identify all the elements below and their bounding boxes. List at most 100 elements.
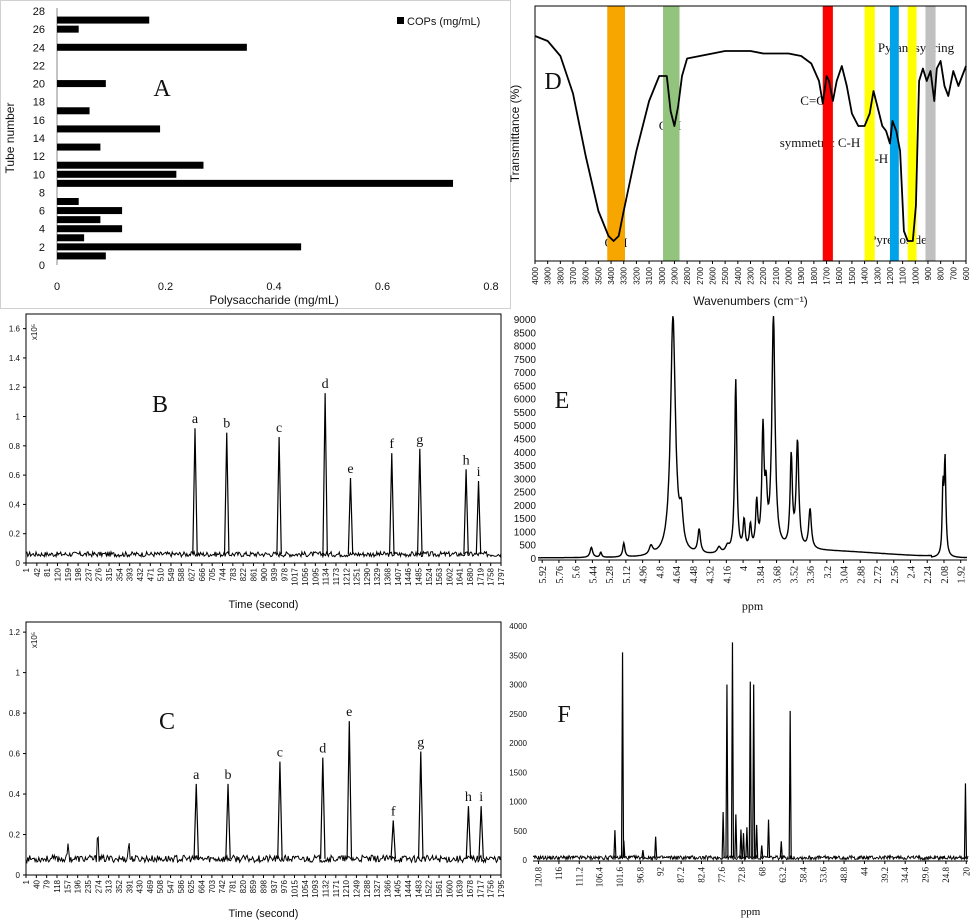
panel-b-peak xyxy=(276,437,282,555)
panel-b-x-tick: 1524 xyxy=(425,567,434,585)
panel-c-x-tick: 1093 xyxy=(311,879,320,897)
panel-b-peak-label: h xyxy=(463,453,470,468)
panel-f-peak xyxy=(613,830,617,858)
panel-d-band xyxy=(663,6,680,261)
panel-c-x-tick: 508 xyxy=(156,879,165,893)
panel-d-x-tick: 2800 xyxy=(683,266,692,284)
panel-d-band xyxy=(889,6,899,261)
panel-e-y-tick: 4500 xyxy=(514,435,537,446)
panel-c-x-tick: 1132 xyxy=(321,879,330,897)
panel-f-peak xyxy=(752,684,756,858)
panel-b-peak xyxy=(417,448,423,555)
panel-c-peak xyxy=(465,806,472,859)
panel-f-x-tick: 44 xyxy=(859,867,869,877)
panel-c-x-tick: 1561 xyxy=(435,879,444,897)
panel-c-x-tick: 196 xyxy=(74,879,83,893)
panel-d-x-tick: 1800 xyxy=(810,266,819,284)
panel-f-x-tick: 87.2 xyxy=(676,867,686,883)
panel-a-bar xyxy=(57,143,101,151)
panel-b-y-tick: 1.2 xyxy=(9,383,21,392)
panel-f-x-tick: 82.4 xyxy=(696,867,706,883)
panel-a-y-tick: 14 xyxy=(33,133,45,145)
panel-c-peak-label: h xyxy=(465,790,472,805)
panel-c-x-tick: 118 xyxy=(53,879,62,892)
panel-c-frame xyxy=(25,621,502,876)
panel-e-y-tick: 6500 xyxy=(514,381,537,392)
panel-f-peak xyxy=(622,840,626,858)
panel-b-frame xyxy=(25,313,502,564)
panel-c-x-tick: 1756 xyxy=(487,879,496,897)
panel-a-x-tick: 0.6 xyxy=(375,281,390,293)
panel-c-x-tick: 820 xyxy=(239,879,248,893)
panel-c-peak xyxy=(320,757,326,859)
panel-b-peak-label: c xyxy=(276,421,282,436)
panel-c-peak-label: e xyxy=(346,705,352,720)
panel-b-x-tick: 432 xyxy=(136,567,145,581)
panel-f-x-title: ppm xyxy=(741,906,761,918)
panel-b-x-tick: 237 xyxy=(84,567,93,581)
panel-e-y-tick: 3000 xyxy=(514,474,537,485)
panel-e-x-tick: 3.04 xyxy=(840,566,851,584)
panel-c-trace xyxy=(25,835,502,865)
panel-c-peak xyxy=(417,751,424,859)
panel-c-x-tick: 1795 xyxy=(497,879,506,897)
panel-b-x-tick: 705 xyxy=(208,567,217,581)
panel-e-y-tick: 1500 xyxy=(514,514,537,525)
panel-b-x-tick: 1407 xyxy=(394,567,403,585)
panel-c-peak-label: b xyxy=(225,768,232,783)
panel-f-x-tick: 20 xyxy=(961,867,971,877)
panel-c-x-tick: 898 xyxy=(260,879,269,893)
panel-c-x-tick: 1 xyxy=(22,879,31,884)
panel-b-peak xyxy=(223,432,230,555)
panel-c-y-tick: 0.2 xyxy=(9,831,21,840)
panel-c-peak xyxy=(277,761,283,859)
panel-e-x-tick: 5.44 xyxy=(588,566,599,584)
panel-b-x-tick: 315 xyxy=(105,567,114,581)
panel-f-peak xyxy=(755,824,759,858)
panel-e-x-tick: 4.8 xyxy=(655,566,666,579)
panel-e-spectrum xyxy=(538,315,968,559)
panel-e-x-tick: 5.28 xyxy=(605,566,616,584)
panel-b-peak-label: f xyxy=(389,437,394,452)
panel-b-x-tick: 549 xyxy=(167,567,176,581)
panel-f-y-tick: 3000 xyxy=(509,681,527,690)
panel-c-peak-label: c xyxy=(277,746,283,761)
panel-f-y-tick: 3500 xyxy=(509,651,527,660)
panel-d-x-tick: 3000 xyxy=(658,266,667,284)
panel-a-bar xyxy=(57,243,302,251)
panel-f-x-tick: 48.8 xyxy=(839,867,849,883)
panel-f-peak xyxy=(620,652,625,858)
panel-e-x-tick: 4.64 xyxy=(672,566,683,584)
panel-b-label: B xyxy=(152,392,168,418)
panel-b-peak-label: i xyxy=(477,465,481,480)
panel-c-peak xyxy=(478,806,484,859)
panel-b-x-tick: 1290 xyxy=(363,567,372,585)
panel-e-y-tick: 500 xyxy=(519,541,536,552)
panel-f-y-tick: 0 xyxy=(523,856,528,865)
panel-b-x-tick: 1095 xyxy=(311,567,320,585)
panel-f-x-tick: 29.6 xyxy=(921,867,931,883)
panel-c-y-tick: 0.6 xyxy=(9,750,21,759)
panel-a-y-tick: 16 xyxy=(33,115,45,127)
panel-c-x-tick: 703 xyxy=(208,879,217,893)
panel-e-label: E xyxy=(555,388,570,414)
panel-a-bar xyxy=(57,43,247,51)
panel-f-x-tick: 116 xyxy=(554,867,564,881)
panel-a-frame xyxy=(0,0,511,309)
panel-e-y-tick: 8500 xyxy=(514,328,537,339)
panel-b-y-tick: 1.6 xyxy=(9,325,21,334)
panel-f-peak xyxy=(963,783,968,858)
panel-a-y-tick: 26 xyxy=(33,24,45,36)
panel-d-x-tick: 2700 xyxy=(696,266,705,284)
panel-e-x-tick: 5.76 xyxy=(555,566,566,584)
panel-e-x-tick: 4.48 xyxy=(689,566,700,584)
panel-c-x-tick: 79 xyxy=(43,879,52,888)
panel-a-legend-swatch xyxy=(397,17,404,24)
panel-c-x-tick: 1483 xyxy=(414,879,423,897)
panel-f-x-tick: 53.6 xyxy=(819,867,829,883)
panel-d-label: D xyxy=(544,69,561,95)
panel-f-peak xyxy=(725,684,729,858)
panel-b-x-tick: 1719 xyxy=(476,567,485,585)
panel-b-scale-label: x10⁵ xyxy=(30,324,39,340)
panel-c-x-tick: 1522 xyxy=(425,879,434,897)
